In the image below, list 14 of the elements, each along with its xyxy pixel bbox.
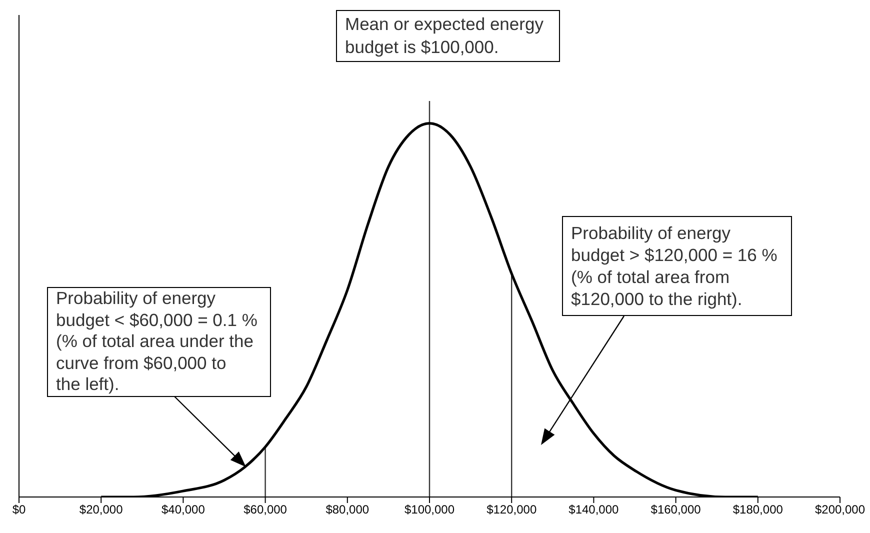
x-tick-label: $200,000 bbox=[814, 502, 866, 517]
x-tick-label: $0 bbox=[12, 502, 26, 517]
x-tick-label: $60,000 bbox=[244, 502, 288, 517]
x-tick-label: $160,000 bbox=[650, 502, 702, 517]
x-tick-label: $100,000 bbox=[404, 502, 455, 517]
x-tick-label: $120,000 bbox=[486, 502, 537, 517]
annotation: Probability of energy budget < $60,000 = 0.1 % (% of total area under the curve from $60,000 to the left). bbox=[47, 287, 271, 396]
x-tick-label: $80,000 bbox=[326, 502, 370, 517]
x-tick-label: $40,000 bbox=[162, 502, 206, 517]
text: Mean or expected energy budget is $100,000. bbox=[336, 10, 560, 62]
x-tick-label: $140,000 bbox=[568, 502, 620, 517]
x-tick-label: $20,000 bbox=[79, 502, 124, 517]
x-tick-label: $180,000 bbox=[732, 502, 784, 517]
annotation: Probability of energy budget > $120,000 = 16 % (% of total area from $120,000 to the right). bbox=[562, 216, 792, 316]
